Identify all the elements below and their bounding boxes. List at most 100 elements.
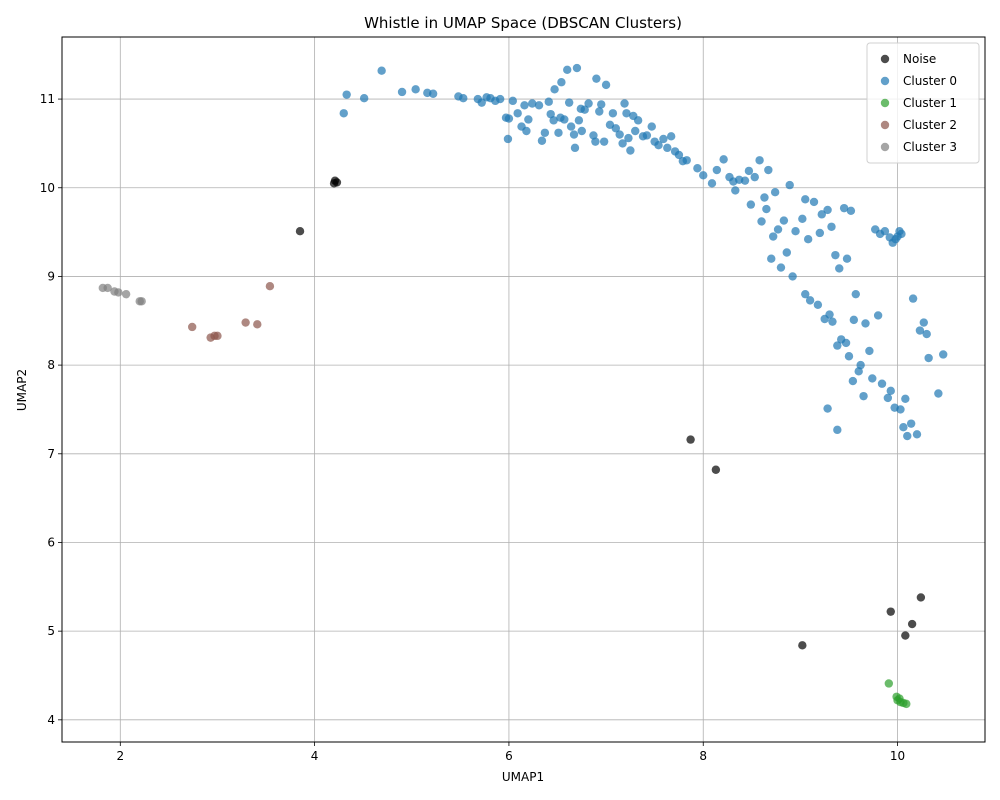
data-point: [798, 214, 807, 223]
x-tick-label: 10: [890, 749, 905, 763]
data-point: [861, 319, 870, 328]
data-point: [397, 87, 407, 97]
data-point: [187, 322, 197, 332]
data-point: [886, 386, 895, 396]
data-point: [329, 179, 339, 188]
data-point: [411, 85, 420, 94]
y-tick-label: 8: [47, 358, 55, 372]
data-point: [253, 320, 262, 329]
legend-box: [866, 42, 980, 164]
data-point: [477, 98, 486, 107]
data-point: [550, 85, 559, 94]
data-point: [827, 222, 836, 231]
data-point: [768, 232, 778, 241]
legend: Noise Cluster 0 Cluster 1 Cluster 2 Cluster …: [866, 42, 980, 164]
data-point: [524, 115, 533, 124]
data-point: [592, 74, 601, 83]
data-point: [618, 139, 627, 148]
data-point: [801, 195, 810, 204]
data-point: [883, 393, 893, 403]
data-point: [513, 109, 522, 118]
data-point: [895, 694, 904, 703]
data-point: [919, 318, 928, 327]
data-point: [682, 156, 691, 165]
data-point: [647, 122, 656, 131]
legend-marker: [880, 98, 890, 108]
plot-frame: [61, 36, 986, 743]
data-point: [915, 326, 925, 335]
legend-label: Noise: [903, 52, 936, 66]
data-point: [844, 352, 854, 361]
legend-marker: [880, 76, 890, 86]
data-point: [762, 204, 771, 214]
data-point: [114, 288, 123, 297]
data-point: [566, 122, 576, 131]
data-point: [899, 422, 908, 432]
data-point: [428, 89, 438, 98]
data-point: [570, 143, 580, 153]
data-point: [809, 197, 819, 207]
data-point: [823, 205, 832, 215]
data-point: [580, 105, 589, 114]
data-point: [537, 136, 547, 145]
data-point: [522, 126, 531, 136]
data-point: [817, 210, 826, 219]
legend-label: Cluster 2: [903, 118, 957, 132]
data-point: [785, 180, 794, 190]
data-point: [699, 171, 708, 180]
data-point: [711, 465, 721, 474]
data-point: [686, 435, 695, 444]
data-point: [577, 126, 586, 136]
data-point: [137, 297, 146, 306]
data-point: [377, 66, 386, 75]
data-point: [922, 329, 931, 339]
data-point: [801, 289, 810, 299]
data-point: [902, 699, 911, 709]
y-tick-label: 4: [47, 713, 55, 727]
data-point: [813, 300, 823, 310]
data-point: [611, 124, 620, 133]
x-tick-label: 4: [311, 749, 319, 763]
data-point: [508, 96, 518, 106]
data-point: [851, 289, 860, 299]
data-point: [504, 114, 514, 123]
data-point: [295, 227, 305, 236]
data-point: [828, 317, 837, 326]
data-point: [760, 193, 769, 202]
data-point: [213, 331, 222, 341]
data-point: [666, 132, 676, 141]
data-point: [764, 165, 773, 175]
data-point: [554, 128, 563, 137]
data-point: [103, 283, 112, 293]
data-point: [642, 131, 652, 140]
data-point: [776, 263, 786, 272]
data-point: [924, 353, 933, 363]
data-point: [841, 338, 851, 348]
data-point: [939, 350, 948, 359]
series-cluster-2: [187, 281, 275, 342]
y-axis-label: UMAP2: [15, 369, 29, 411]
data-point: [849, 315, 859, 325]
series-cluster-3: [98, 283, 146, 306]
data-point: [934, 389, 943, 398]
data-point: [659, 134, 668, 144]
data-point: [907, 619, 917, 629]
x-tick-label: 6: [505, 749, 513, 763]
y-tick-label: 10: [40, 181, 55, 195]
data-point: [825, 310, 834, 319]
series-cluster-1: [884, 679, 911, 709]
data-point: [599, 137, 609, 146]
data-point: [622, 109, 631, 118]
x-tick-label: 2: [116, 749, 124, 763]
data-point: [633, 116, 643, 125]
data-point: [773, 225, 783, 234]
series-cluster-0: [339, 63, 948, 441]
data-point: [846, 206, 856, 216]
x-axis-label: UMAP1: [502, 770, 544, 784]
data-point: [912, 430, 922, 439]
data-point: [503, 134, 513, 144]
y-tick-label: 11: [40, 92, 55, 106]
data-point: [746, 200, 756, 209]
y-tick-label: 9: [47, 269, 55, 283]
data-point: [744, 166, 754, 176]
